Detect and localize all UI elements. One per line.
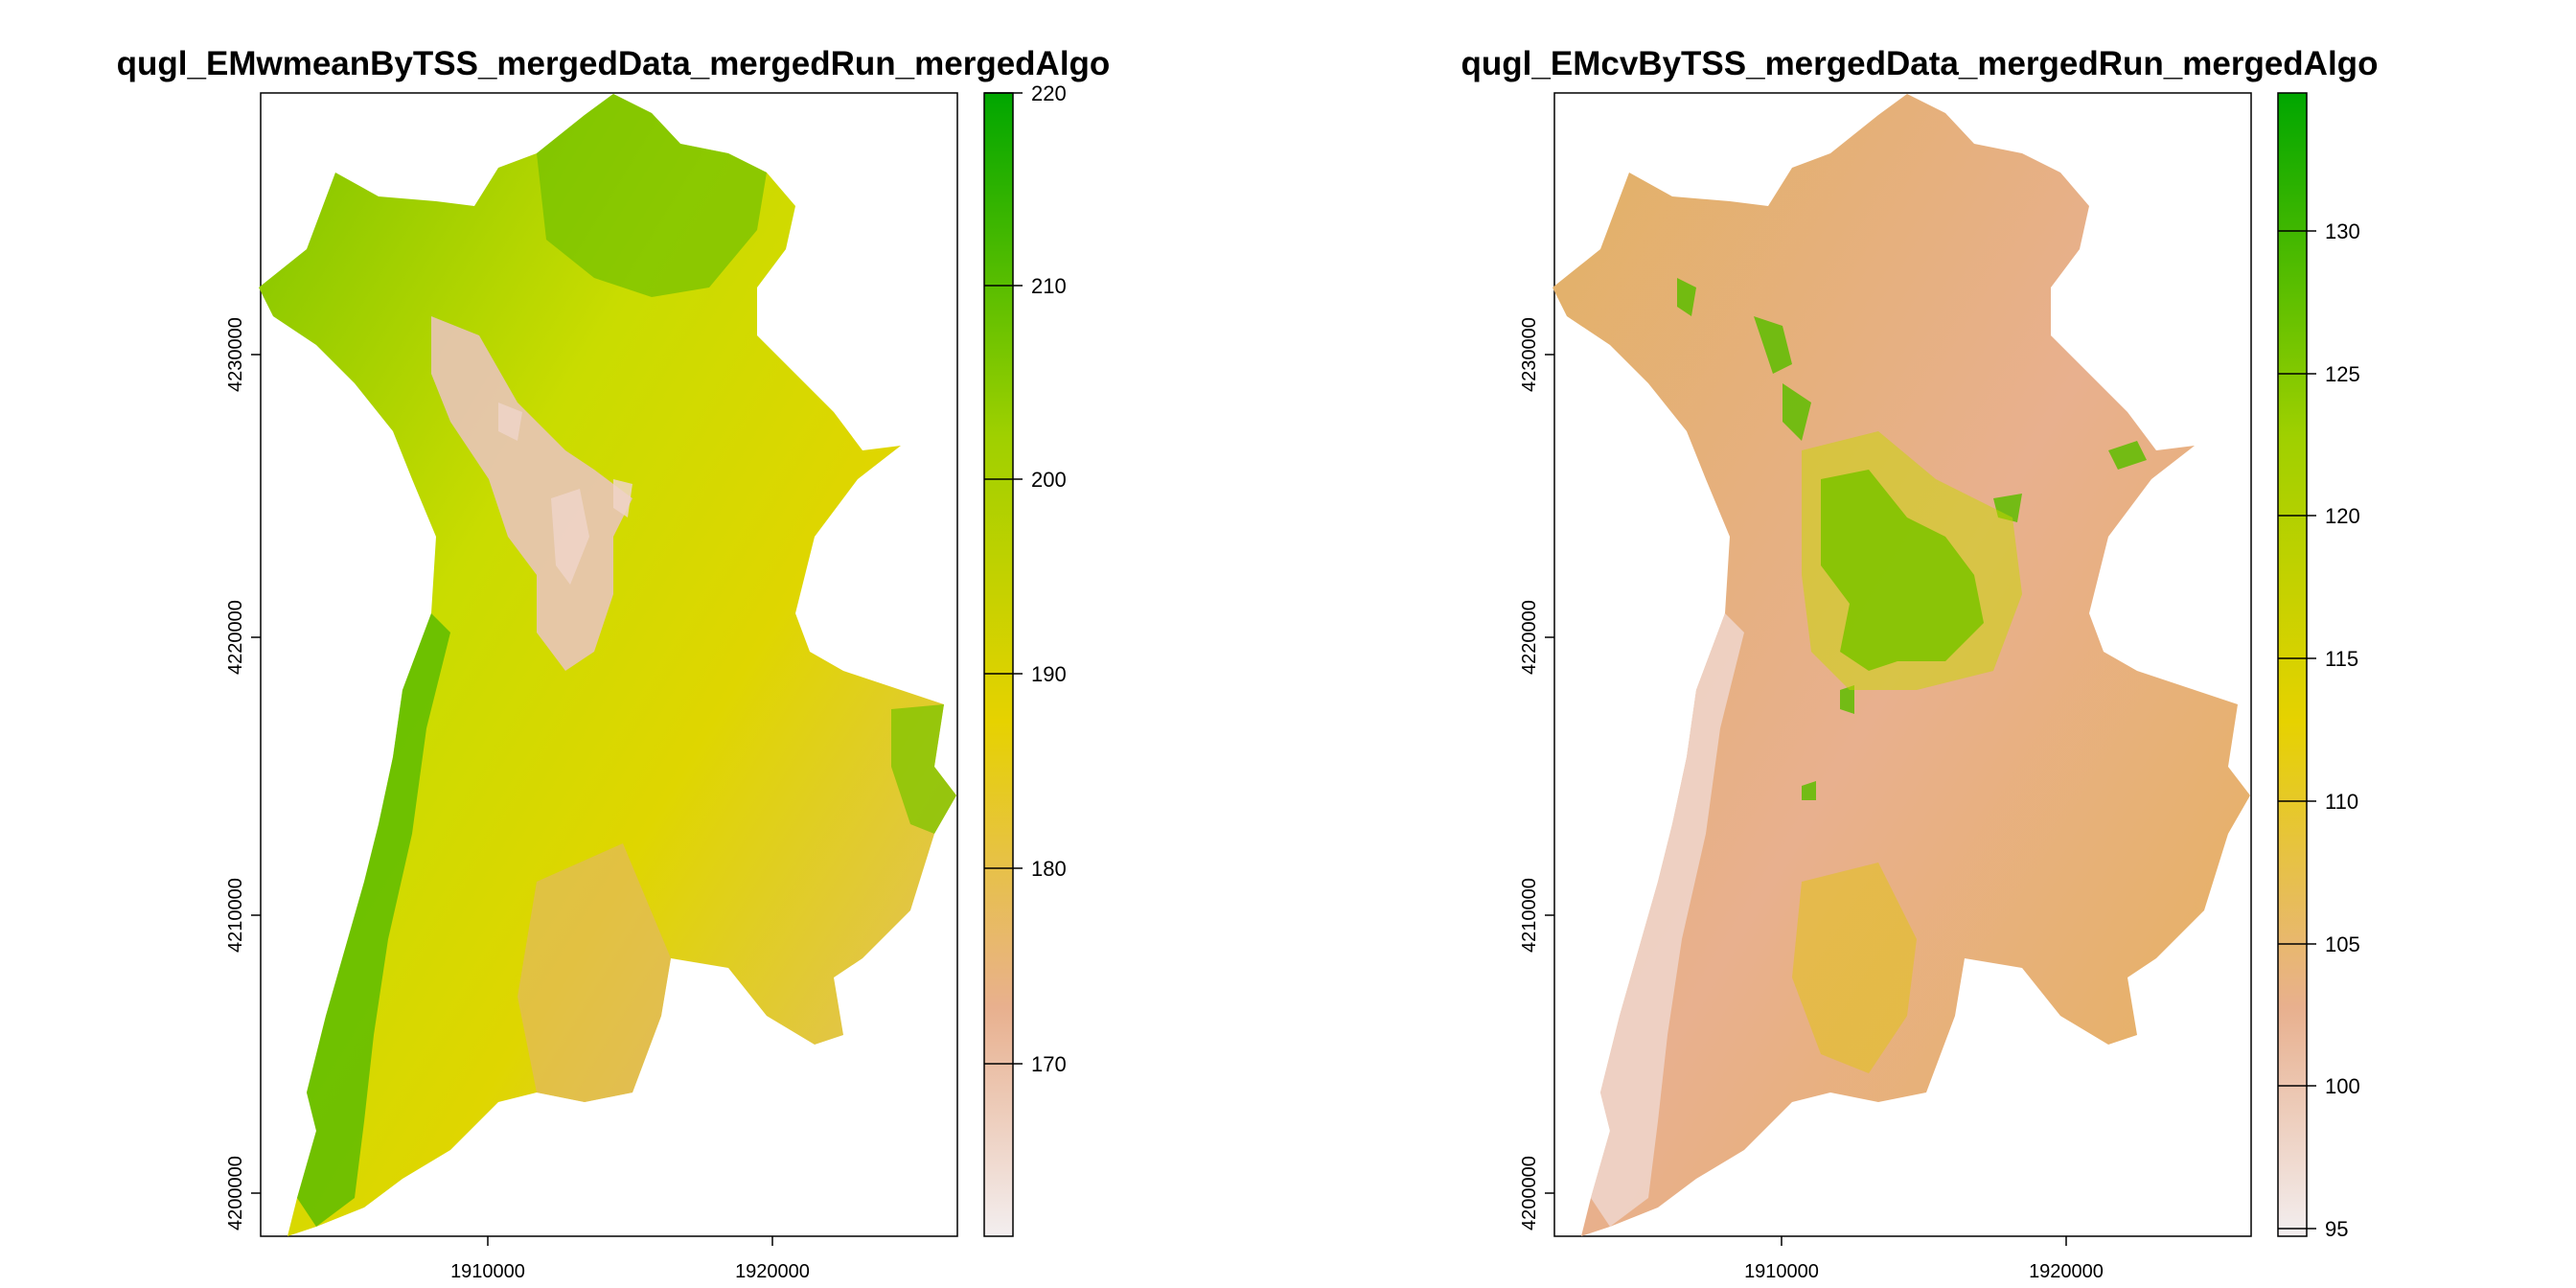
panel-1-green-east: [891, 704, 956, 834]
panel-1-x-axis: [487, 1236, 773, 1246]
panel-2-x-tick-1: 1910000: [1744, 1261, 1819, 1282]
panel-2-legend-label-125: 125: [2325, 362, 2360, 386]
panel-1-x-tick-2: 1920000: [735, 1261, 810, 1282]
panel-2-y-tick-2: 4210000: [1519, 878, 1540, 953]
panel-2-legend-ticks: [2278, 230, 2316, 1230]
panel-1-salmon-south: [518, 843, 671, 1102]
panel-1-green-north: [537, 94, 767, 297]
panel-2-pale-west: [1591, 613, 1744, 1227]
panel-2-legend-label-120: 120: [2325, 504, 2360, 528]
panel-1-map-region: [259, 94, 956, 1236]
panel-2-legend-bar: [2277, 92, 2308, 1237]
panel-2-legend-label-100: 100: [2325, 1074, 2360, 1098]
panel-1-legend-label-170: 170: [1031, 1052, 1067, 1076]
panel-2-yellow-patch: [1792, 862, 1917, 1073]
panel-1-legend-label-210: 210: [1031, 274, 1067, 298]
panel-1-y-axis: [251, 354, 261, 1194]
panel-2-legend-label-130: 130: [2325, 219, 2360, 243]
panel-2-legend-label-95: 95: [2325, 1217, 2348, 1241]
panel-2-y-tick-4: 4230000: [1519, 317, 1540, 392]
panel-2-yellow-ring: [1802, 431, 2022, 690]
panel-1-plot-frame: [260, 92, 958, 1237]
panel-1-y-tick-3: 4220000: [225, 600, 246, 675]
panel-1-legend-label-220: 220: [1031, 81, 1067, 105]
panel-2-y-axis: [1545, 354, 1554, 1194]
panel-1-green-west: [297, 613, 450, 1227]
panel-1-legend-bar: [983, 92, 1014, 1237]
panel-1-urban-spots: [498, 402, 632, 585]
panel-2-y-tick-1: 4200000: [1519, 1156, 1540, 1230]
panel-2-legend-label-115: 115: [2325, 647, 2358, 671]
panel-1-y-tick-4: 4230000: [225, 317, 246, 392]
panel-1-legend-ticks: [984, 92, 1023, 1065]
panel-1-y-tick-2: 4210000: [225, 878, 246, 953]
panel-1-legend-label-200: 200: [1031, 468, 1067, 492]
panel-1-legend-label-190: 190: [1031, 662, 1067, 686]
panel-2-legend-label-110: 110: [2325, 790, 2358, 814]
panel-2-title: qugl_EMcvByTSS_mergedData_mergedRun_merg…: [1461, 45, 2379, 82]
panel-1: qugl_EMwmeanByTSS_mergedData_mergedRun_m…: [117, 45, 1111, 1282]
panel-2-y-tick-3: 4220000: [1519, 600, 1540, 675]
panel-2-legend-label-105: 105: [2325, 932, 2360, 956]
panel-1-x-tick-1: 1910000: [450, 1261, 525, 1282]
panel-1-y-tick-1: 4200000: [225, 1156, 246, 1230]
panel-1-urban-core: [431, 316, 632, 671]
panel-2-x-tick-2: 1920000: [2029, 1261, 2104, 1282]
panel-2-green-spots: [1677, 278, 2147, 800]
panel-2-plot-frame: [1553, 92, 2252, 1237]
panel-1-title: qugl_EMwmeanByTSS_mergedData_mergedRun_m…: [117, 45, 1111, 82]
panel-2: qugl_EMcvByTSS_mergedData_mergedRun_merg…: [1461, 45, 2379, 1282]
panel-2-x-axis: [1781, 1236, 2067, 1246]
panel-1-legend-label-180: 180: [1031, 857, 1067, 881]
